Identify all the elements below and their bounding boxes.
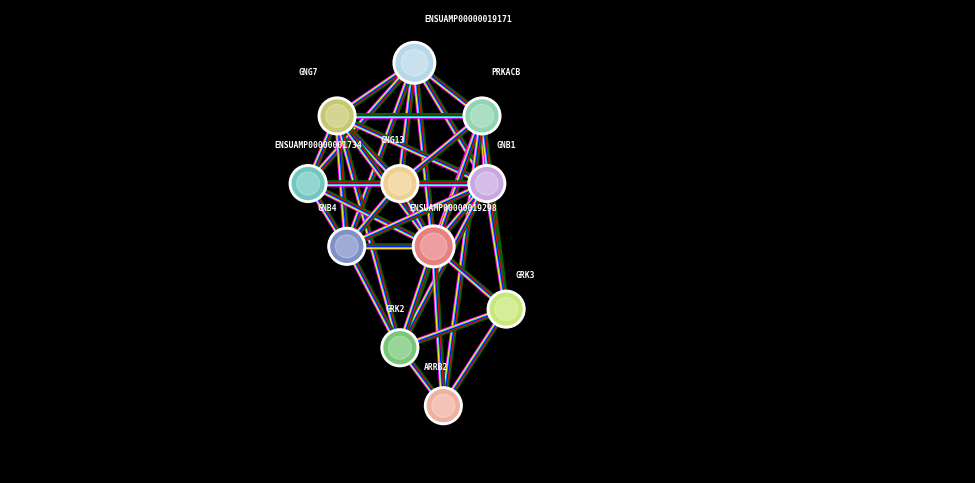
Circle shape bbox=[381, 165, 418, 202]
Circle shape bbox=[420, 233, 447, 259]
Circle shape bbox=[328, 227, 366, 265]
Text: ARRB2: ARRB2 bbox=[424, 363, 448, 372]
Text: GRK2: GRK2 bbox=[385, 305, 405, 314]
Circle shape bbox=[318, 97, 356, 135]
Circle shape bbox=[466, 100, 498, 132]
Circle shape bbox=[401, 50, 428, 76]
Text: GRK3: GRK3 bbox=[516, 271, 535, 280]
Circle shape bbox=[432, 394, 454, 417]
Circle shape bbox=[463, 97, 501, 135]
Text: PRKACB: PRKACB bbox=[491, 68, 521, 77]
Circle shape bbox=[393, 42, 436, 84]
Circle shape bbox=[384, 332, 415, 364]
Circle shape bbox=[388, 336, 411, 359]
Text: GNG13: GNG13 bbox=[380, 136, 405, 145]
Circle shape bbox=[471, 168, 503, 199]
Circle shape bbox=[331, 230, 363, 262]
Text: ENSUAMP00000019298: ENSUAMP00000019298 bbox=[410, 203, 497, 213]
Circle shape bbox=[296, 172, 320, 195]
Circle shape bbox=[335, 235, 358, 258]
Circle shape bbox=[290, 165, 327, 202]
Circle shape bbox=[321, 100, 353, 132]
Circle shape bbox=[415, 228, 452, 265]
Circle shape bbox=[381, 329, 418, 367]
Text: GNB1: GNB1 bbox=[496, 141, 516, 150]
Circle shape bbox=[396, 44, 433, 81]
Text: ENSUAMP00000019171: ENSUAMP00000019171 bbox=[424, 15, 512, 24]
Circle shape bbox=[326, 104, 349, 128]
Circle shape bbox=[292, 168, 324, 199]
Text: GNB4: GNB4 bbox=[318, 203, 337, 213]
Circle shape bbox=[412, 225, 455, 268]
Circle shape bbox=[476, 172, 498, 195]
Circle shape bbox=[488, 290, 525, 328]
Text: GNG7: GNG7 bbox=[298, 68, 318, 77]
Circle shape bbox=[494, 298, 518, 321]
Text: ENSUAMP00000001734: ENSUAMP00000001734 bbox=[274, 141, 362, 150]
Circle shape bbox=[468, 165, 506, 202]
Circle shape bbox=[427, 390, 459, 422]
Circle shape bbox=[490, 293, 522, 325]
Circle shape bbox=[471, 104, 493, 128]
Circle shape bbox=[388, 172, 411, 195]
Circle shape bbox=[424, 387, 462, 425]
Circle shape bbox=[384, 168, 415, 199]
